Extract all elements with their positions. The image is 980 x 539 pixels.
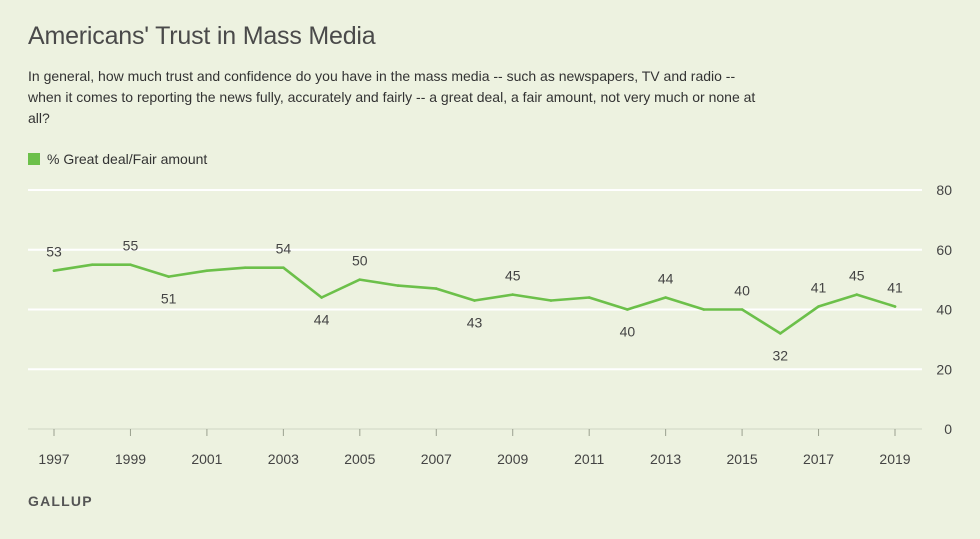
data-point: [473, 299, 476, 302]
x-tick-label: 2003: [268, 451, 299, 467]
y-tick-label: 40: [936, 302, 952, 318]
data-point: [396, 284, 400, 287]
x-tick-label: 2005: [344, 451, 375, 467]
y-tick-label: 20: [936, 361, 952, 377]
data-point: [626, 308, 629, 311]
chart-title: Americans' Trust in Mass Media: [28, 22, 376, 50]
grid: [28, 189, 922, 430]
x-tick-label: 2007: [421, 451, 452, 467]
data-point: [855, 293, 859, 296]
x-tick-label: 2019: [879, 451, 910, 467]
source-logo: GALLUP: [28, 493, 93, 509]
y-tick-label: 0: [944, 421, 952, 437]
data-label: 51: [161, 291, 177, 307]
data-label: 45: [849, 268, 865, 284]
data-label: 41: [811, 280, 827, 296]
data-label: 44: [314, 312, 330, 328]
series: [52, 263, 897, 335]
legend-label: % Great deal/Fair amount: [47, 151, 208, 167]
data-point: [511, 293, 515, 296]
data-label: 54: [276, 241, 292, 257]
x-tick-label: 2009: [497, 451, 528, 467]
x-tick-label: 2017: [803, 451, 834, 467]
x-tick-label: 1997: [38, 451, 69, 467]
data-point: [90, 263, 94, 266]
data-point: [243, 266, 247, 269]
data-point: [167, 275, 170, 278]
data-point: [320, 296, 323, 299]
data-label: 32: [773, 347, 789, 363]
data-point: [205, 269, 209, 272]
data-label: 40: [734, 283, 750, 299]
x-tick-label: 2011: [574, 451, 604, 467]
data-point: [282, 266, 285, 269]
data-label: 40: [620, 324, 636, 340]
data-point: [893, 305, 897, 308]
data-labels: 53 55 51 54 44 50 43 45 40 44 40 32 41 45 41: [46, 238, 903, 364]
legend: % Great deal/Fair amount: [28, 151, 207, 167]
data-point: [817, 305, 820, 308]
data-label: 50: [352, 253, 368, 269]
legend-swatch: [28, 153, 40, 165]
data-label: 43: [467, 315, 483, 331]
x-tick-label: 2013: [650, 451, 681, 467]
data-label: 45: [505, 268, 521, 284]
x-tick-label: 1999: [115, 451, 146, 467]
data-point: [664, 296, 667, 299]
chart-subtitle: In general, how much trust and confidenc…: [28, 68, 756, 126]
data-label: 44: [658, 271, 674, 287]
y-tick-label: 60: [936, 242, 952, 258]
data-point: [434, 287, 438, 290]
data-point: [129, 263, 132, 266]
data-label: 55: [123, 238, 139, 254]
data-point: [740, 308, 744, 311]
data-label: 53: [46, 244, 62, 260]
data-point: [358, 278, 362, 281]
y-tick-label: 80: [936, 182, 952, 198]
data-point: [549, 299, 553, 302]
x-tick-label: 2001: [191, 451, 222, 467]
data-point: [52, 269, 56, 272]
y-axis: 0 20 40 60 80: [936, 182, 952, 437]
data-label: 41: [887, 280, 903, 296]
data-point: [587, 296, 591, 299]
data-point: [779, 332, 782, 335]
data-point: [702, 308, 706, 311]
x-axis: 1997 1999 2001 2003 2005 2007 2009 2011 2013 2015…: [38, 429, 911, 467]
x-tick-label: 2015: [727, 451, 758, 467]
